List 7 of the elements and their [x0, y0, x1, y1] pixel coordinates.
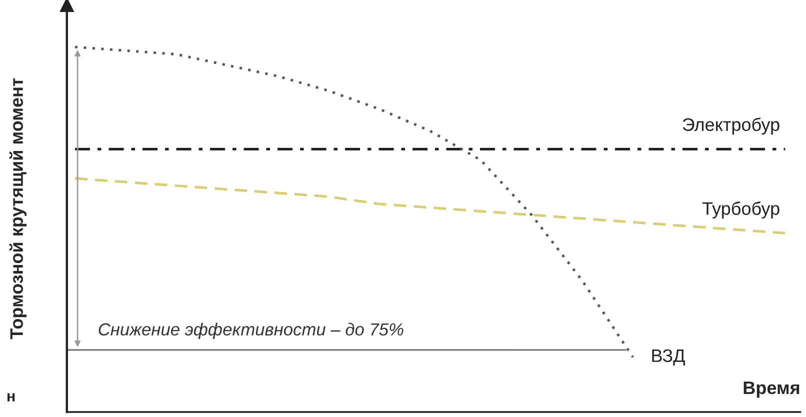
- series-label: Электробур: [682, 118, 780, 135]
- series-label: Турбобур: [702, 202, 780, 219]
- series-label: ВЗД: [652, 349, 685, 366]
- x-axis-title: Время: [744, 382, 800, 398]
- y-axis-title: Тормозной крутящий момент: [9, 78, 27, 340]
- annotation: Снижение эффективности – до 75%: [98, 322, 404, 339]
- text: н: [8, 393, 15, 402]
